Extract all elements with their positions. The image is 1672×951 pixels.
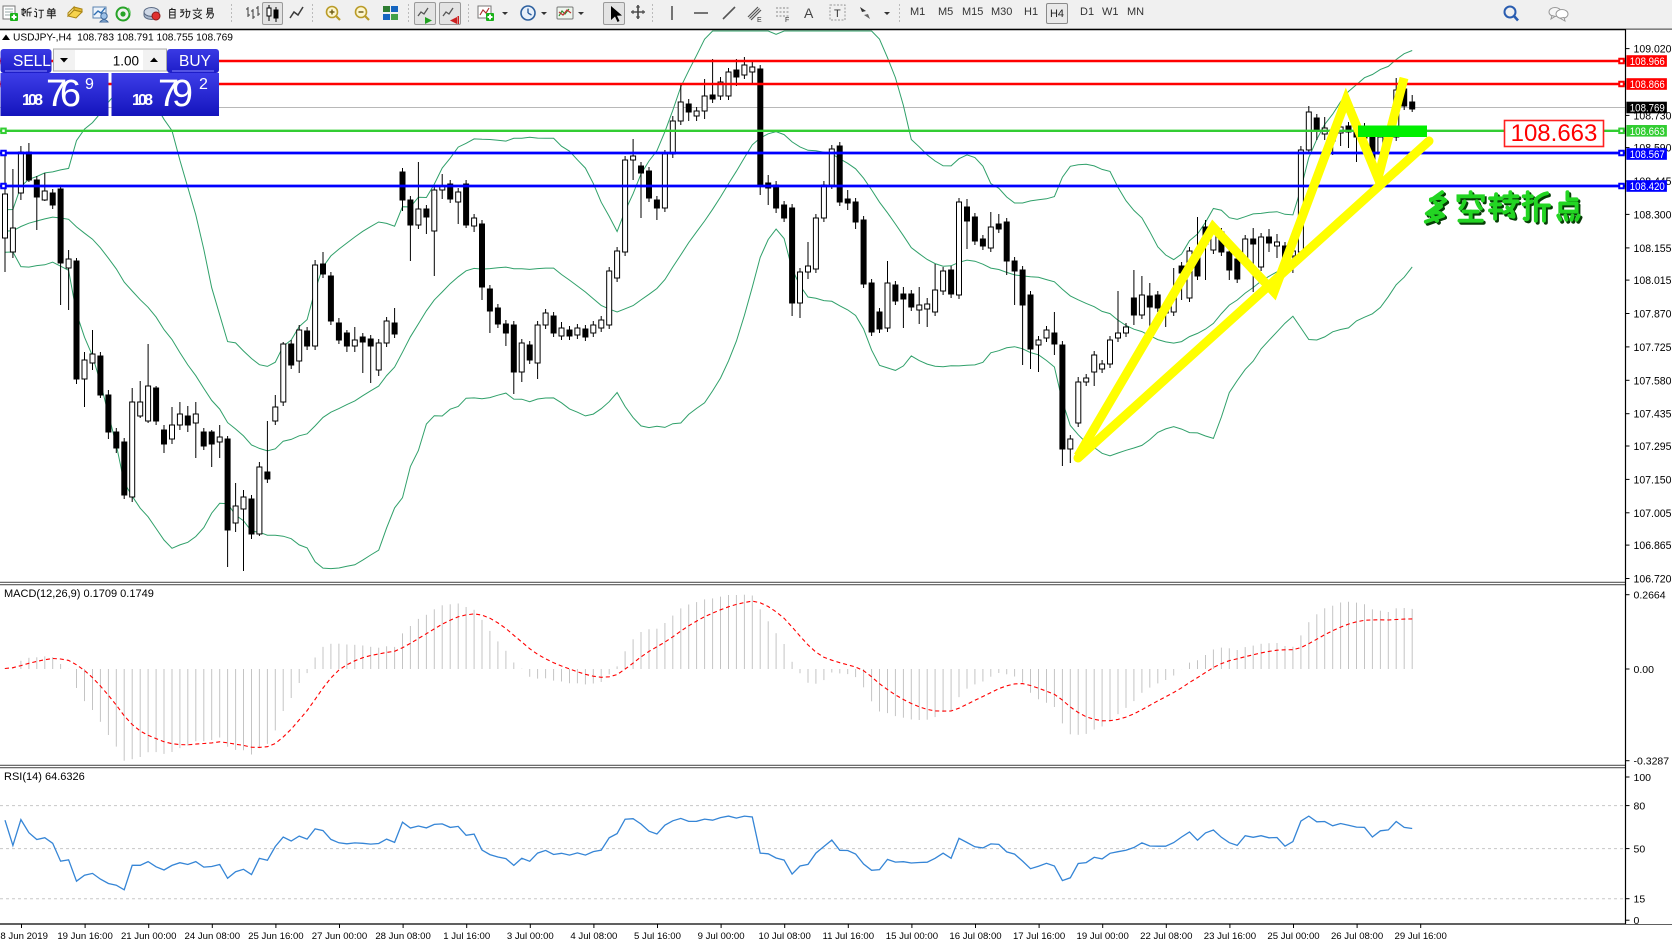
svg-text:SELL: SELL xyxy=(13,53,51,70)
svg-text:50: 50 xyxy=(1634,844,1646,856)
svg-text:108.567: 108.567 xyxy=(1630,149,1665,161)
svg-text:107.580: 107.580 xyxy=(1634,375,1672,387)
svg-text:108: 108 xyxy=(22,92,43,109)
svg-text:106.720: 106.720 xyxy=(1634,574,1672,586)
svg-text:11 Jul 16:00: 11 Jul 16:00 xyxy=(823,931,875,942)
svg-text:108.155: 108.155 xyxy=(1634,243,1672,255)
svg-text:9 Jul 00:00: 9 Jul 00:00 xyxy=(698,931,745,942)
svg-text:107.005: 107.005 xyxy=(1634,508,1672,520)
svg-text:108.663: 108.663 xyxy=(1630,126,1665,138)
svg-text:1 Jul 16:00: 1 Jul 16:00 xyxy=(443,931,490,942)
svg-text:T: T xyxy=(834,8,841,20)
svg-text:108.730: 108.730 xyxy=(1634,110,1672,122)
svg-text:-0.3287: -0.3287 xyxy=(1634,756,1670,768)
svg-text:76: 76 xyxy=(46,73,81,115)
svg-text:0: 0 xyxy=(1634,915,1640,927)
svg-text:3 Jul 00:00: 3 Jul 00:00 xyxy=(507,931,554,942)
svg-text:4 Jul 08:00: 4 Jul 08:00 xyxy=(570,931,617,942)
svg-text:108.769: 108.769 xyxy=(1630,103,1665,115)
svg-text:RSI(14) 64.6326: RSI(14) 64.6326 xyxy=(4,771,85,783)
svg-text:15: 15 xyxy=(1634,894,1646,906)
svg-text:19 Jun 16:00: 19 Jun 16:00 xyxy=(57,931,112,942)
svg-text:MACD(12,26,9) 0.1709 0.1749: MACD(12,26,9) 0.1709 0.1749 xyxy=(4,588,154,600)
svg-text:79: 79 xyxy=(158,73,193,115)
svg-text:16 Jul 08:00: 16 Jul 08:00 xyxy=(949,931,1001,942)
svg-text:106.865: 106.865 xyxy=(1634,540,1672,552)
svg-text:17 Jul 16:00: 17 Jul 16:00 xyxy=(1013,931,1065,942)
svg-text:15 Jul 00:00: 15 Jul 00:00 xyxy=(886,931,938,942)
svg-text:0.00: 0.00 xyxy=(1634,664,1655,676)
svg-text:28 Jun 08:00: 28 Jun 08:00 xyxy=(375,931,430,942)
svg-text:25 Jul 00:00: 25 Jul 00:00 xyxy=(1267,931,1319,942)
svg-text:107.295: 107.295 xyxy=(1634,441,1672,453)
svg-text:22 Jul 08:00: 22 Jul 08:00 xyxy=(1140,931,1192,942)
svg-text:9: 9 xyxy=(85,76,94,93)
svg-text:108.866: 108.866 xyxy=(1630,79,1665,91)
svg-text:19 Jul 00:00: 19 Jul 00:00 xyxy=(1077,931,1129,942)
svg-text:2: 2 xyxy=(199,76,208,93)
svg-text:18 Jun 2019: 18 Jun 2019 xyxy=(0,931,48,942)
svg-text:26 Jul 08:00: 26 Jul 08:00 xyxy=(1331,931,1383,942)
svg-text:108.300: 108.300 xyxy=(1634,209,1672,221)
svg-text:5 Jul 16:00: 5 Jul 16:00 xyxy=(634,931,681,942)
svg-text:108.420: 108.420 xyxy=(1630,181,1665,193)
svg-text:80: 80 xyxy=(1634,801,1646,813)
svg-text:108.663: 108.663 xyxy=(1511,120,1598,147)
svg-text:24 Jun 08:00: 24 Jun 08:00 xyxy=(185,931,240,942)
svg-text:10 Jul 08:00: 10 Jul 08:00 xyxy=(759,931,811,942)
svg-text:0.2664: 0.2664 xyxy=(1634,590,1666,602)
svg-text:25 Jun 16:00: 25 Jun 16:00 xyxy=(248,931,303,942)
svg-text:107.150: 107.150 xyxy=(1634,474,1672,486)
svg-text:E: E xyxy=(757,17,762,24)
svg-text:108: 108 xyxy=(132,92,153,109)
svg-text:23 Jul 16:00: 23 Jul 16:00 xyxy=(1204,931,1256,942)
svg-text:BUY: BUY xyxy=(179,53,211,70)
svg-text:27 Jun 00:00: 27 Jun 00:00 xyxy=(312,931,367,942)
svg-text:107.725: 107.725 xyxy=(1634,342,1672,354)
svg-text:108.015: 108.015 xyxy=(1634,275,1672,287)
svg-text:F: F xyxy=(785,17,789,24)
svg-text:100: 100 xyxy=(1634,772,1652,784)
svg-text:107.435: 107.435 xyxy=(1634,409,1672,421)
svg-text:21 Jun 00:00: 21 Jun 00:00 xyxy=(121,931,176,942)
svg-text:109.020: 109.020 xyxy=(1634,44,1672,56)
svg-text:107.870: 107.870 xyxy=(1634,309,1672,321)
svg-text:USDJPY-,H4 108.783 108.791 10: USDJPY-,H4 108.783 108.791 108.755 108.7… xyxy=(13,33,233,44)
svg-text:108.966: 108.966 xyxy=(1630,56,1665,68)
svg-text:1.00: 1.00 xyxy=(113,54,139,69)
svg-text:29 Jul 16:00: 29 Jul 16:00 xyxy=(1395,931,1447,942)
